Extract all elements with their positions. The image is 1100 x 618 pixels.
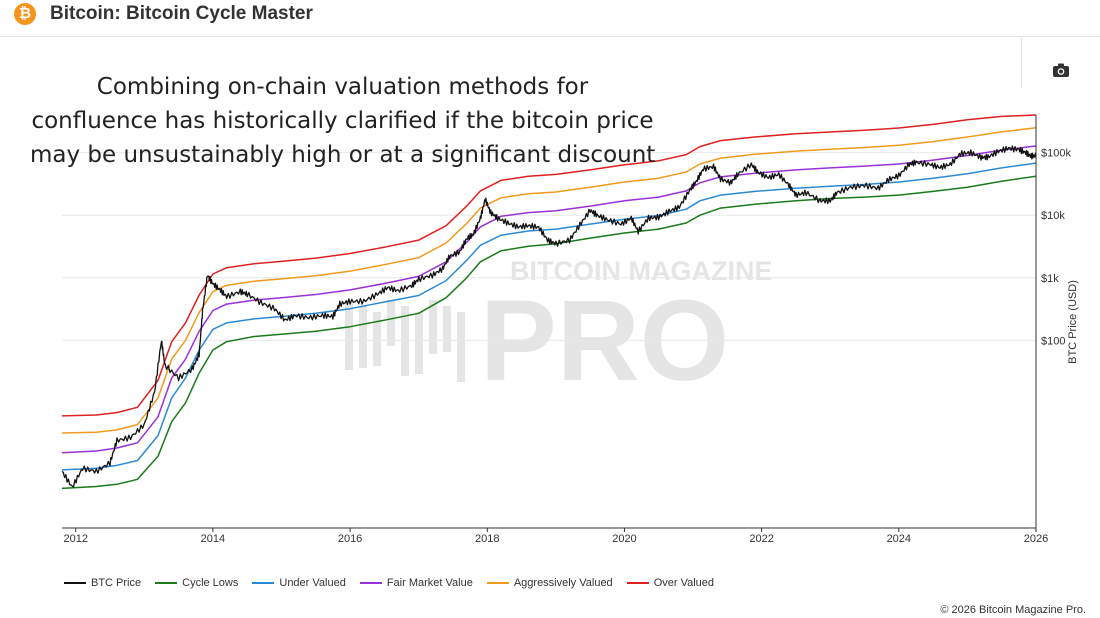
series-line-btc-price — [61, 145, 1037, 488]
app-header: ₿ Bitcoin: Bitcoin Cycle Master — [0, 0, 1100, 37]
x-tick-label: 2022 — [749, 533, 773, 545]
x-tick-label: 2016 — [338, 533, 362, 545]
grid — [62, 152, 1036, 341]
watermark-bar — [457, 312, 465, 382]
y-tick-label: $1k — [1041, 273, 1059, 285]
series-line-fair-market-value — [61, 145, 1037, 454]
watermark-line1: BITCOIN MAGAZINE — [510, 256, 773, 286]
copyright: © 2026 Bitcoin Magazine Pro. — [940, 604, 1086, 616]
legend-item-fair-market-value[interactable]: Fair Market Value — [359, 577, 473, 589]
bitcoin-icon: ₿ — [14, 3, 36, 25]
legend-label: Under Valued — [279, 577, 346, 589]
legend-item-under-valued[interactable]: Under Valued — [252, 577, 346, 589]
series-line-over-valued — [61, 114, 1037, 417]
watermark: BITCOIN MAGAZINE PRO — [345, 256, 773, 405]
overlay-line-1: Combining on-chain valuation methods for — [96, 74, 589, 100]
axes: $100 $1k $10k $100k 2012 2014 2016 2018 2020 2022… — [62, 115, 1071, 545]
legend-item-aggressively-valued[interactable]: Aggressively Valued — [486, 577, 613, 589]
y-axis-label: BTC Price (USD) — [1067, 280, 1079, 364]
overlay-line-3: may be unsustainably high or at a signif… — [30, 142, 656, 168]
series-line-aggressively-valued — [61, 127, 1037, 434]
y-tick-label: $100k — [1041, 148, 1071, 160]
x-tick-label: 2012 — [63, 533, 87, 545]
series-line-under-valued — [61, 162, 1037, 471]
camera-icon[interactable] — [1052, 62, 1070, 78]
legend-item-btc-price[interactable]: BTC Price — [64, 577, 141, 589]
series-line-cycle-lows — [61, 175, 1037, 490]
x-tick-label: 2026 — [1024, 533, 1048, 545]
y-tick-label: $10k — [1041, 210, 1065, 222]
x-tick-label: 2020 — [612, 533, 636, 545]
watermark-bar — [359, 306, 367, 368]
watermark-bar — [345, 300, 353, 370]
legend-swatch — [486, 582, 509, 584]
legend-swatch — [155, 582, 178, 584]
legend-label: Fair Market Value — [386, 577, 473, 589]
legend-label: Over Valued — [653, 577, 715, 589]
legend-label: Cycle Lows — [182, 577, 239, 589]
series-group — [61, 114, 1037, 490]
page-title: Bitcoin: Bitcoin Cycle Master — [50, 3, 313, 24]
x-tick-label: 2014 — [201, 533, 225, 545]
watermark-line2: PRO — [480, 277, 729, 405]
y-tick-label: $100 — [1041, 335, 1065, 347]
legend-swatch — [626, 582, 649, 584]
legend-item-cycle-lows[interactable]: Cycle Lows — [155, 577, 238, 589]
overlay-annotation: Combining on-chain valuation methods for… — [30, 70, 655, 172]
legend-label: BTC Price — [91, 577, 142, 589]
chart-legend: BTC Price Cycle Lows Under Valued Fair Mark… — [64, 575, 728, 591]
x-tick-label: 2018 — [475, 533, 499, 545]
legend-label: Aggressively Valued — [513, 577, 613, 589]
watermark-bar — [401, 306, 409, 376]
watermark-bar — [429, 300, 437, 354]
legend-swatch — [64, 582, 86, 584]
watermark-bar — [387, 300, 395, 346]
legend-swatch — [359, 582, 382, 584]
overlay-line-2: confluence has historically clarified if… — [31, 108, 654, 134]
watermark-bar — [415, 312, 423, 374]
watermark-bar — [373, 312, 381, 366]
legend-swatch — [252, 582, 275, 584]
x-tick-label: 2024 — [887, 533, 911, 545]
legend-item-over-valued[interactable]: Over Valued — [626, 577, 715, 589]
watermark-bar — [443, 306, 451, 352]
toolbar-divider — [1021, 38, 1022, 88]
